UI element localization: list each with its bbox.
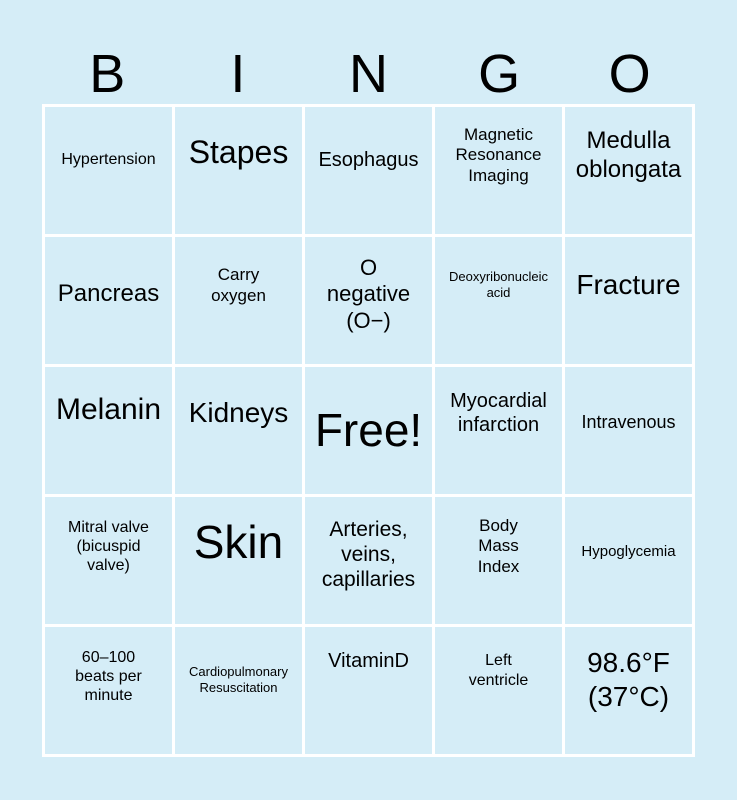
bingo-cell[interactable]: O negative (O−) <box>305 237 432 364</box>
bingo-cell[interactable]: Kidneys <box>175 367 302 494</box>
bingo-cell[interactable]: 60–100 beats per minute <box>45 627 172 754</box>
bingo-cell[interactable]: Body Mass Index <box>435 497 562 624</box>
header-letter-n: N <box>348 44 388 104</box>
bingo-cell[interactable]: Cardiopulmonary Resuscitation <box>175 627 302 754</box>
bingo-cell[interactable]: Stapes <box>175 107 302 234</box>
bingo-cell[interactable]: Left ventricle <box>435 627 562 754</box>
header-letter-g: G <box>478 44 521 104</box>
bingo-cell[interactable]: Myocardial infarction <box>435 367 562 494</box>
bingo-cell[interactable]: Medulla oblongata <box>565 107 692 234</box>
bingo-cell[interactable]: Mitral valve (bicuspid valve) <box>45 497 172 624</box>
header-letter-i: I <box>230 44 246 104</box>
bingo-cell[interactable]: Carry oxygen <box>175 237 302 364</box>
bingo-cell[interactable]: Melanin <box>45 367 172 494</box>
header-letter-o: O <box>608 44 651 104</box>
bingo-cell[interactable]: Hypoglycemia <box>565 497 692 624</box>
bingo-grid: Hypertension Stapes Esophagus Magnetic R… <box>42 104 695 757</box>
bingo-cell[interactable]: Fracture <box>565 237 692 364</box>
bingo-cell[interactable]: VitaminD <box>305 627 432 754</box>
bingo-cell[interactable]: 98.6°F (37°C) <box>565 627 692 754</box>
bingo-cell[interactable]: Hypertension <box>45 107 172 234</box>
bingo-header: B I N G O <box>42 44 695 104</box>
bingo-cell[interactable]: Arteries, veins, capillaries <box>305 497 432 624</box>
header-letter-b: B <box>89 44 126 104</box>
bingo-cell[interactable]: Magnetic Resonance Imaging <box>435 107 562 234</box>
bingo-cell[interactable]: Intravenous <box>565 367 692 494</box>
bingo-cell[interactable]: Deoxyribonucleic acid <box>435 237 562 364</box>
bingo-cell[interactable]: Pancreas <box>45 237 172 364</box>
bingo-cell[interactable]: Esophagus <box>305 107 432 234</box>
bingo-cell[interactable]: Skin <box>175 497 302 624</box>
free-space[interactable]: Free! <box>305 367 432 494</box>
